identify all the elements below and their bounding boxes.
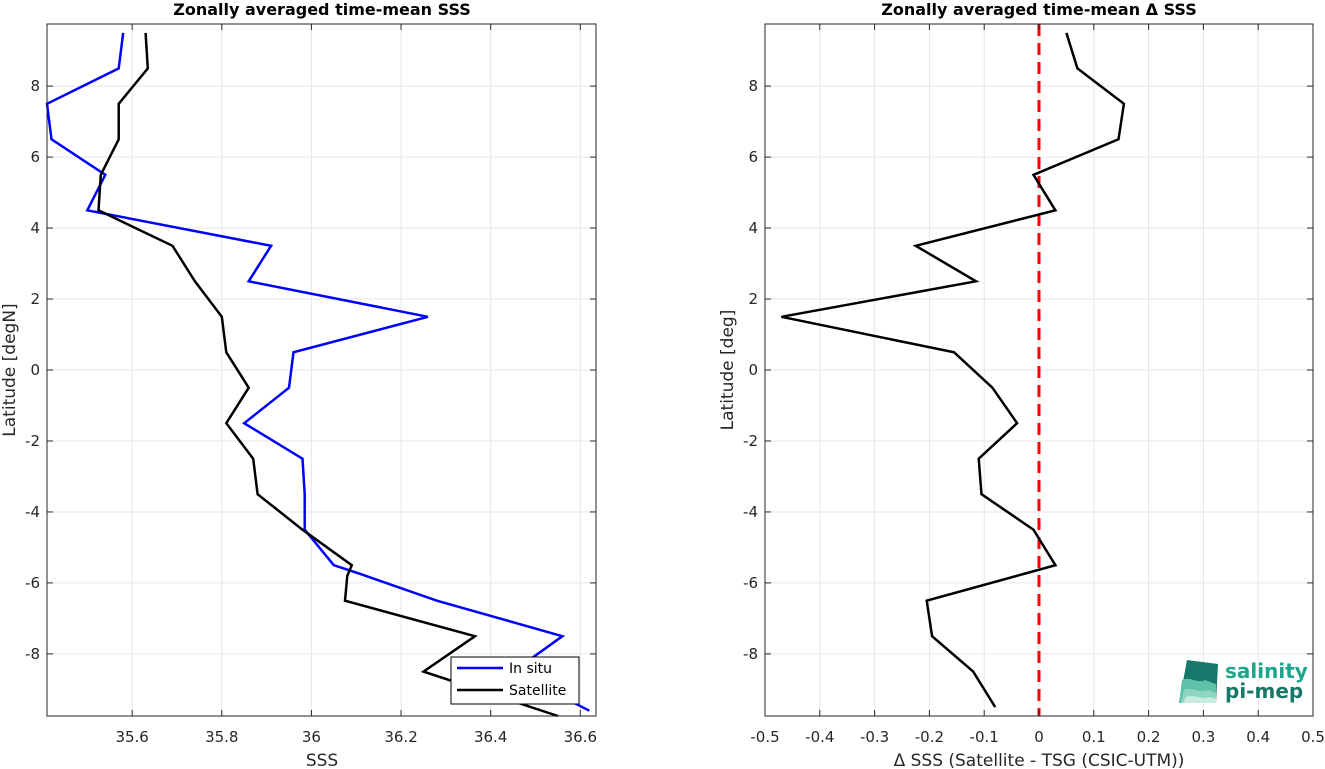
delta-sss-panel: -0.5 -0.4 -0.3 -0.2 -0.1 0 0.1 0.2 0.3 0.4 0.5 -8 -6… [718, 0, 1325, 769]
delta-sss-y-tick-label: 4 [748, 219, 758, 237]
legend-box [450, 656, 580, 705]
delta-sss-x-axis-label: Δ SSS (Satellite - TSG (CSIC-UTM)) [894, 751, 1185, 769]
delta-sss-x-tick-label: 0.5 [1301, 728, 1325, 746]
sss-series [45, 32, 590, 718]
delta-sss-x-tick-label: -0.5 [750, 728, 779, 746]
delta-sss-y-axis-label: Latitude [deg] [718, 310, 738, 431]
delta-sss-ticks: -0.5 -0.4 -0.3 -0.2 -0.1 0 0.1 0.2 0.3 0.4 0.5 -8 -6… [743, 24, 1325, 746]
delta-sss-y-tick-label: -8 [743, 645, 758, 663]
sss-ticks: 35.6 35.8 36 36.2 36.4 36.6 -8 -6 -4 -2 0 2 4 6 8 [25, 24, 597, 746]
sss-x-tick-label: 36.6 [564, 728, 597, 746]
series-line-satellite [97, 32, 559, 718]
legend-label-in-situ: In situ [509, 661, 552, 677]
sss-chart-title: Zonally averaged time-mean SSS [173, 0, 471, 19]
delta-sss-y-tick-label: 0 [748, 361, 758, 379]
delta-sss-x-tick-label: -0.4 [805, 728, 834, 746]
sss-x-axis-label: SSS [306, 751, 338, 769]
sss-y-tick-label: -6 [25, 574, 40, 592]
delta-sss-x-tick-label: 0.4 [1246, 728, 1270, 746]
salinity-pi-mep-logo: salinity pi-mep [1179, 659, 1308, 703]
sss-y-tick-label: 0 [30, 361, 40, 379]
delta-sss-x-tick-label: 0.3 [1191, 728, 1215, 746]
delta-sss-x-tick-label: -0.1 [970, 728, 999, 746]
wave-logo-icon [1179, 660, 1218, 703]
logo-text-pi-mep: pi-mep [1225, 679, 1303, 703]
delta-sss-series [781, 32, 1126, 708]
sss-y-tick-label: 4 [30, 219, 40, 237]
sss-y-tick-label: 8 [30, 77, 40, 95]
delta-sss-x-tick-label: 0 [1034, 728, 1044, 746]
sss-x-tick-label: 35.8 [205, 728, 238, 746]
logo-text-salinity: salinity [1225, 659, 1308, 683]
sss-y-axis-label: Latitude [degN] [0, 303, 20, 436]
legend-label-satellite: Satellite [509, 683, 566, 699]
delta-sss-y-tick-label: -4 [743, 503, 758, 521]
sss-panel: 35.6 35.8 36 36.2 36.4 36.6 -8 -6 -4 -2 0 2 4 6 8 Zona… [0, 0, 597, 769]
delta-sss-x-tick-label: -0.2 [915, 728, 944, 746]
sss-y-tick-label: -2 [25, 432, 40, 450]
delta-sss-y-tick-label: 2 [748, 290, 758, 308]
series-line-delta-sss [781, 32, 1126, 708]
sss-y-tick-label: 2 [30, 290, 40, 308]
sss-x-tick-label: 36.4 [474, 728, 507, 746]
legend: In situ Satellite [450, 656, 580, 705]
sss-y-tick-label: -8 [25, 645, 40, 663]
delta-sss-y-tick-label: -6 [743, 574, 758, 592]
delta-sss-y-tick-label: -2 [743, 432, 758, 450]
delta-sss-x-tick-label: -0.3 [860, 728, 889, 746]
sss-y-tick-label: -4 [25, 503, 40, 521]
delta-sss-chart-title: Zonally averaged time-mean Δ SSS [881, 0, 1197, 19]
delta-sss-y-tick-label: 8 [748, 77, 758, 95]
delta-sss-x-tick-label: 0.2 [1137, 728, 1161, 746]
delta-sss-y-tick-label: 6 [748, 148, 758, 166]
sss-x-tick-label: 35.6 [115, 728, 148, 746]
sss-y-tick-label: 6 [30, 148, 40, 166]
delta-sss-x-tick-label: 0.1 [1082, 728, 1106, 746]
sss-x-tick-label: 36.2 [384, 728, 417, 746]
sss-grid [47, 24, 596, 716]
series-line-in-situ [45, 32, 590, 712]
sss-x-tick-label: 36 [302, 728, 321, 746]
